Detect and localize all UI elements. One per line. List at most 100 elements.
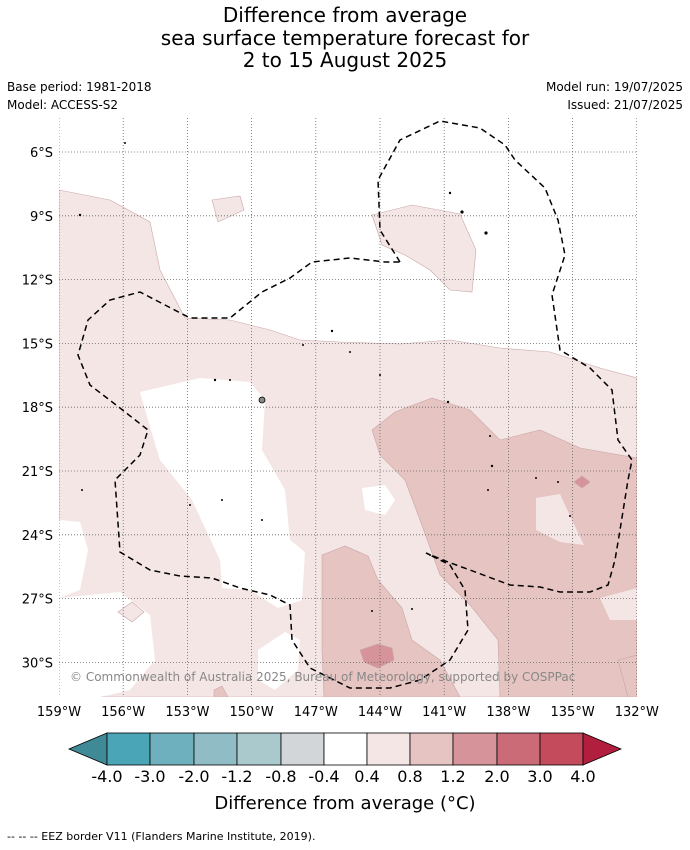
latitude-label: 15°S bbox=[22, 337, 53, 352]
island-7 bbox=[349, 351, 351, 353]
island-4 bbox=[460, 210, 464, 214]
anomaly-region-0.8-1.2-east bbox=[371, 397, 637, 697]
longitude-label: 132°W bbox=[615, 705, 659, 720]
longitude-label: 141°W bbox=[422, 705, 466, 720]
colorbar-segment bbox=[496, 732, 541, 766]
colorbar bbox=[67, 732, 623, 766]
colorbar-segment bbox=[193, 732, 238, 766]
island-24 bbox=[371, 610, 373, 612]
colorbar-extend-high bbox=[582, 732, 623, 766]
latitude-label: 9°S bbox=[30, 210, 53, 225]
neutral-region-6 bbox=[536, 494, 584, 545]
island-17 bbox=[557, 481, 559, 483]
colorbar-tick-label: 0.8 bbox=[397, 767, 422, 786]
anomaly-patch-north bbox=[211, 195, 245, 223]
island-9 bbox=[213, 378, 217, 382]
island-18 bbox=[569, 515, 571, 517]
island-11 bbox=[258, 396, 266, 404]
island-8 bbox=[302, 344, 304, 346]
colorbar-segment bbox=[539, 732, 584, 766]
island-26 bbox=[429, 554, 431, 556]
island-13 bbox=[379, 374, 381, 376]
chart-title: Difference from average sea surface temp… bbox=[0, 4, 690, 72]
island-15 bbox=[490, 464, 494, 468]
longitude-labels: 159°W 156°W 153°W 150°W 147°W 144°W 141°W 138°W… bbox=[37, 705, 659, 720]
colorbar-segment bbox=[280, 732, 325, 766]
colorbar-segment bbox=[366, 732, 411, 766]
island-10 bbox=[229, 379, 231, 381]
latitude-label: 6°S bbox=[30, 146, 53, 161]
colorbar-tick-label: -1.2 bbox=[221, 767, 252, 786]
anomaly-patch-southwest bbox=[117, 601, 145, 623]
island-16 bbox=[535, 477, 537, 479]
island-12 bbox=[446, 400, 450, 404]
issued-date: Issued: 21/07/2025 bbox=[567, 98, 683, 112]
anomaly-region-0.8-1.2-south bbox=[321, 545, 461, 697]
colorbar-tick-label: 2.0 bbox=[484, 767, 509, 786]
longitude-label: 144°W bbox=[358, 705, 402, 720]
island-25 bbox=[411, 608, 413, 610]
latitude-labels: 6°S 9°S 12°S 15°S 18°S 21°S 24°S 27°S 30°S bbox=[22, 146, 53, 671]
longitude-label: 156°W bbox=[101, 705, 145, 720]
colorbar-tick-label: 1.2 bbox=[440, 767, 465, 786]
latitude-label: 27°S bbox=[22, 593, 53, 608]
longitude-label: 153°W bbox=[165, 705, 209, 720]
neutral-region-5 bbox=[258, 632, 300, 690]
colorbar-segment bbox=[452, 732, 498, 766]
longitude-label: 150°W bbox=[230, 705, 274, 720]
neutral-region-7 bbox=[600, 588, 637, 620]
footnote: -- -- -- EEZ border V11 (Flanders Marine… bbox=[7, 830, 316, 843]
neutral-region-4 bbox=[362, 485, 395, 515]
latitude-label: 30°S bbox=[22, 656, 53, 671]
meta-right: Model run: 19/07/2025 Issued: 21/07/2025 bbox=[546, 78, 683, 114]
colorbar-segment bbox=[149, 732, 195, 766]
island-19 bbox=[487, 489, 489, 491]
anomaly-patch-northeast bbox=[371, 204, 477, 293]
island-6 bbox=[330, 329, 334, 333]
longitude-label: 138°W bbox=[486, 705, 530, 720]
island-20 bbox=[189, 504, 191, 506]
island-5 bbox=[484, 231, 488, 235]
island-23 bbox=[81, 489, 83, 491]
colorbar-segment bbox=[106, 732, 151, 766]
latitude-label: 24°S bbox=[22, 529, 53, 544]
latitude-label: 21°S bbox=[22, 465, 53, 480]
colorbar-tick-labels: -4.0 -3.0 -2.0 -1.2 -0.8 -0.4 0.4 0.8 1.2 2.0 3.0 4… bbox=[91, 767, 595, 786]
longitude-label: 147°W bbox=[294, 705, 338, 720]
island-22 bbox=[221, 499, 223, 501]
anomaly-region-0.8-1.2-edge bbox=[213, 685, 229, 697]
island-3 bbox=[448, 191, 452, 195]
title-line-3: 2 to 15 August 2025 bbox=[242, 48, 448, 72]
meta-left: Base period: 1981-2018 Model: ACCESS-S2 bbox=[7, 78, 152, 114]
colorbar-segment bbox=[409, 732, 454, 766]
base-period: Base period: 1981-2018 bbox=[7, 80, 152, 94]
model-name: Model: ACCESS-S2 bbox=[7, 98, 119, 112]
island-2 bbox=[78, 213, 82, 217]
colorbar-segment bbox=[236, 732, 282, 766]
colorbar-tick-label: -4.0 bbox=[91, 767, 122, 786]
colorbar-segment bbox=[323, 732, 368, 766]
map-plot-area bbox=[59, 118, 637, 697]
colorbar-tick-label: -0.8 bbox=[265, 767, 296, 786]
eez-border-north bbox=[77, 120, 633, 689]
island-14 bbox=[489, 435, 491, 437]
island-markers bbox=[78, 142, 571, 612]
colorbar-tick-label: 3.0 bbox=[527, 767, 552, 786]
anomaly-region-0.8-1.2-corner bbox=[617, 654, 637, 697]
colorbar-tick-label: 4.0 bbox=[570, 767, 595, 786]
longitude-label: 159°W bbox=[37, 705, 81, 720]
title-line-1: Difference from average bbox=[222, 3, 468, 27]
latitude-label: 18°S bbox=[22, 401, 53, 416]
island-21 bbox=[261, 519, 263, 521]
colorbar-extend-low bbox=[67, 732, 108, 766]
colorbar-tick-label: 0.4 bbox=[354, 767, 379, 786]
colorbar-tick-label: -3.0 bbox=[134, 767, 165, 786]
neutral-region-2 bbox=[59, 520, 88, 598]
copyright-text: © Commonwealth of Australia 2025, Bureau… bbox=[70, 670, 575, 684]
grid-lines bbox=[59, 118, 637, 697]
colorbar-tick-label: -0.4 bbox=[308, 767, 339, 786]
anomaly-region-1.2-2.0-east bbox=[573, 475, 591, 489]
title-line-2: sea surface temperature forecast for bbox=[160, 25, 530, 50]
colorbar-tick-label: -2.0 bbox=[178, 767, 209, 786]
